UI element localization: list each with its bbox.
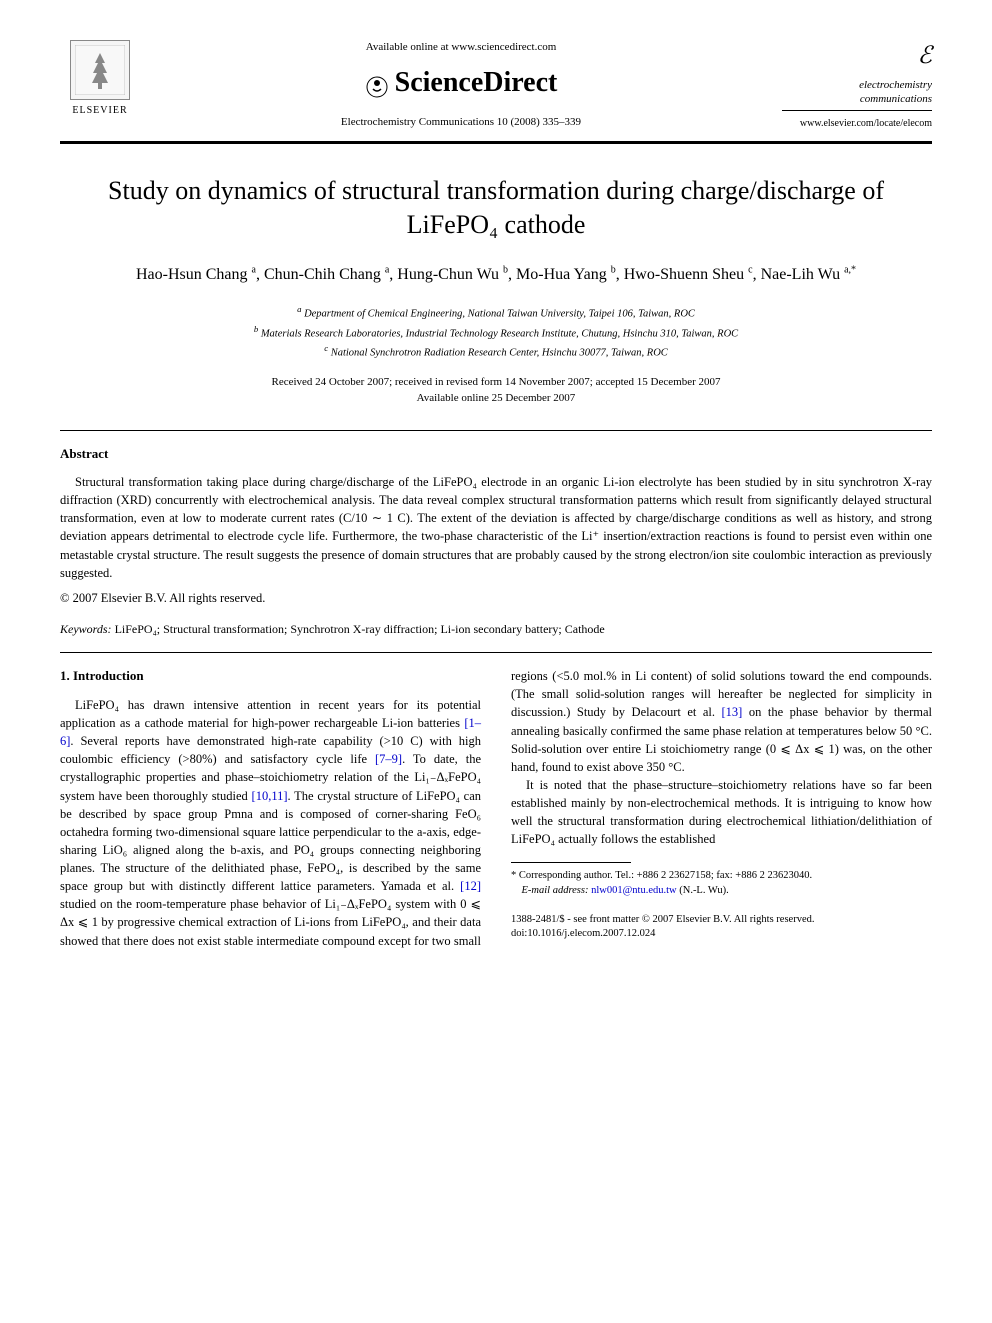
corresponding-author: * Corresponding author. Tel.: +886 2 236… [511,869,932,884]
intro-paragraph-2: It is noted that the phase–structure–sto… [511,776,932,849]
header-row: ELSEVIER Available online at www.science… [60,40,932,131]
journal-name: electrochemistry communications [782,78,932,107]
page-container: ELSEVIER Available online at www.science… [0,0,992,990]
affiliations: a Department of Chemical Engineering, Na… [60,303,932,361]
journal-icon: ℰ [782,40,932,74]
journal-url: www.elsevier.com/locate/elecom [782,117,932,131]
corresponding-email: E-mail address: nlw001@ntu.edu.tw (N.-L.… [511,884,932,899]
email-label: E-mail address: [522,885,589,896]
email-link[interactable]: nlw001@ntu.edu.tw [591,885,677,896]
abstract-heading: Abstract [60,445,932,463]
journal-block: ℰ electrochemistry communications www.el… [782,40,932,131]
journal-reference: Electrochemistry Communications 10 (2008… [140,115,782,130]
ref-link-7-9[interactable]: [7–9] [375,752,402,766]
keywords: Keywords: LiFePO₄; Structural transforma… [60,621,932,638]
sciencedirect-text: ScienceDirect [395,63,558,102]
front-matter-line: 1388-2481/$ - see front matter © 2007 El… [511,913,932,928]
ref-link-13[interactable]: [13] [722,705,743,719]
front-matter-meta: 1388-2481/$ - see front matter © 2007 El… [511,913,932,942]
footnote-block: * Corresponding author. Tel.: +886 2 236… [511,862,932,942]
email-who: (N.-L. Wu). [677,885,729,896]
affiliation-b: b Materials Research Laboratories, Indus… [60,323,932,342]
article-title: Study on dynamics of structural transfor… [60,174,932,242]
elsevier-logo: ELSEVIER [60,40,140,118]
article-dates: Received 24 October 2007; received in re… [60,375,932,406]
ref-link-12[interactable]: [12] [460,879,481,893]
elsevier-tree-icon [70,40,130,100]
abstract-rule-top [60,430,932,431]
header-rule-thick [60,142,932,144]
intro-heading: 1. Introduction [60,667,481,686]
elsevier-text: ELSEVIER [72,104,127,118]
abstract-copyright: © 2007 Elsevier B.V. All rights reserved… [60,590,932,608]
ref-link-10-11[interactable]: [10,11] [252,789,288,803]
keywords-label: Keywords: [60,622,112,636]
doi-line: doi:10.1016/j.elecom.2007.12.024 [511,927,932,942]
sciencedirect-logo: ScienceDirect [140,63,782,102]
keywords-text: LiFePO₄; Structural transformation; Sync… [112,622,605,636]
sciencedirect-icon [365,71,389,95]
authors-list: Hao-Hsun Chang a, Chun-Chih Chang a, Hun… [60,262,932,288]
footnote-rule [511,862,631,863]
abstract-rule-bottom [60,652,932,653]
affiliation-a: a Department of Chemical Engineering, Na… [60,303,932,322]
body-columns: 1. Introduction LiFePO₄ has drawn intens… [60,667,932,950]
available-online-text: Available online at www.sciencedirect.co… [140,40,782,55]
affiliation-c: c National Synchrotron Radiation Researc… [60,342,932,361]
journal-divider [782,110,932,111]
abstract-text: Structural transformation taking place d… [60,473,932,582]
center-header: Available online at www.sciencedirect.co… [140,40,782,130]
